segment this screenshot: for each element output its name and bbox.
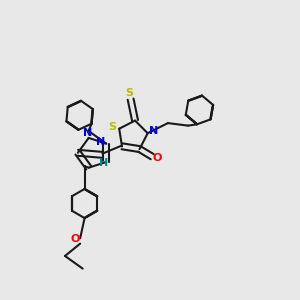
Text: N: N (96, 137, 106, 147)
Text: N: N (149, 126, 158, 136)
Text: O: O (70, 234, 80, 244)
Text: S: S (109, 122, 117, 132)
Text: N: N (82, 128, 92, 138)
Text: H: H (99, 158, 108, 168)
Text: O: O (153, 153, 162, 163)
Text: S: S (125, 88, 133, 98)
